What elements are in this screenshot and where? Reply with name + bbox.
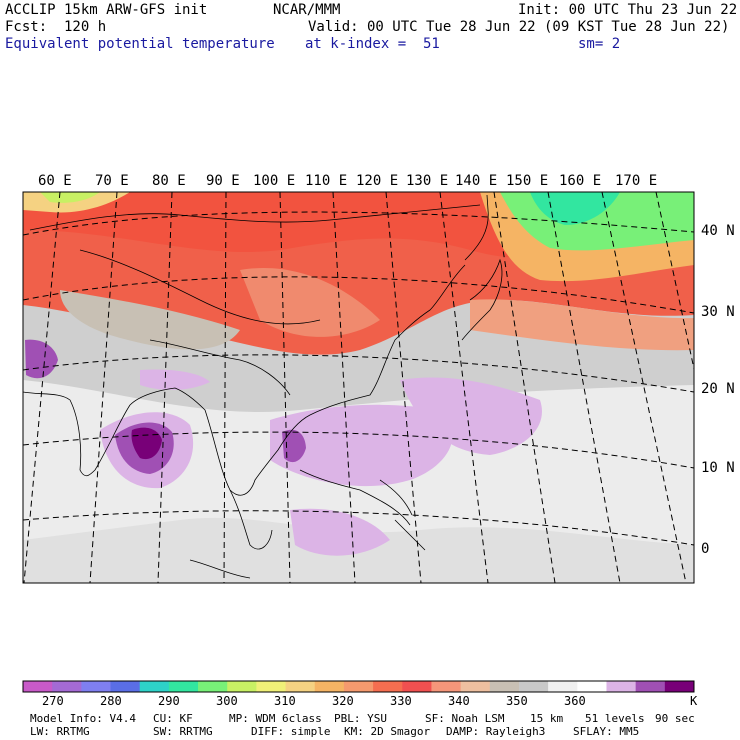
colorbar-tick-label: 350 bbox=[506, 694, 528, 708]
colorbar-cell bbox=[343, 681, 374, 692]
colorbar-cell bbox=[664, 681, 695, 692]
header-init-time: Init: 00 UTC Thu 23 Jun 22 bbox=[518, 2, 738, 18]
lat-label: 30 N bbox=[701, 304, 735, 320]
colorbar-cell bbox=[110, 681, 141, 692]
colorbar-tick-label: 300 bbox=[216, 694, 238, 708]
colorbar-cell bbox=[577, 681, 607, 692]
longitude-labels: 60 E 70 E 80 E 90 E 100 E 110 E 120 E 13… bbox=[38, 173, 657, 189]
lon-label: 120 E bbox=[356, 173, 398, 189]
colorbar-tick-label: 270 bbox=[42, 694, 64, 708]
colorbar-cell bbox=[52, 681, 82, 692]
colorbar-cell bbox=[198, 681, 228, 692]
header-model-title: ACCLIP 15km ARW-GFS init bbox=[5, 2, 208, 18]
footer-levels: 51 levels bbox=[585, 712, 645, 725]
colorbar-cell bbox=[635, 681, 666, 692]
colorbar-tick-label: 320 bbox=[332, 694, 354, 708]
colorbar-labels: 270 280 290 300 310 320 330 340 350 360 … bbox=[42, 694, 698, 708]
map-frame bbox=[22, 191, 695, 584]
colorbar-cell bbox=[23, 681, 53, 692]
colorbar-cell bbox=[256, 681, 287, 692]
lon-label: 80 E bbox=[152, 173, 186, 189]
colorbar-cell bbox=[489, 681, 520, 692]
colorbar-cell bbox=[314, 681, 345, 692]
colorbar-cell bbox=[431, 681, 462, 692]
lon-label: 150 E bbox=[506, 173, 548, 189]
footer-damping: DAMP: Rayleigh3 bbox=[446, 725, 546, 738]
lon-label: 90 E bbox=[206, 173, 240, 189]
footer-km: KM: 2D Smagor bbox=[344, 725, 431, 738]
colorbar-tick-label: 290 bbox=[158, 694, 180, 708]
colorbar-cell bbox=[606, 681, 637, 692]
header-level: at k-index = 51 bbox=[305, 36, 440, 52]
colorbar-cell bbox=[402, 681, 432, 692]
colorbar-tick-label: 310 bbox=[274, 694, 296, 708]
colorbar-cell bbox=[373, 681, 403, 692]
lon-label: 100 E bbox=[253, 173, 295, 189]
footer-microphysics: MP: WDM 6class bbox=[229, 712, 322, 725]
colorbar-cell bbox=[168, 681, 199, 692]
lon-label: 140 E bbox=[455, 173, 497, 189]
lat-label: 0 bbox=[701, 541, 709, 557]
colorbar-cell bbox=[227, 681, 257, 692]
colorbar-cell bbox=[518, 681, 549, 692]
theta-e-field bbox=[23, 192, 694, 583]
footer-cumulus: CU: KF bbox=[153, 712, 193, 725]
footer-longwave: LW: RRTMG bbox=[30, 725, 90, 738]
colorbar-cell bbox=[139, 681, 170, 692]
header-field-name: Equivalent potential temperature bbox=[5, 36, 275, 52]
header-forecast-hour: Fcst: 120 h bbox=[5, 19, 107, 35]
graticule bbox=[23, 192, 694, 583]
colorbar-unit: K bbox=[690, 694, 698, 708]
colorbar-cells bbox=[23, 681, 695, 692]
colorbar-tick-label: 280 bbox=[100, 694, 122, 708]
colorbar-cell bbox=[460, 681, 491, 692]
lat-label: 10 N bbox=[701, 460, 735, 476]
colorbar-frame bbox=[22, 680, 695, 693]
header-org: NCAR/MMM bbox=[273, 2, 341, 18]
colorbar-cell bbox=[548, 681, 578, 692]
latitude-labels: 40 N 30 N 20 N 10 N 0 bbox=[701, 223, 735, 557]
lon-label: 160 E bbox=[559, 173, 601, 189]
footer-diffusion: DIFF: simple bbox=[251, 725, 331, 738]
coastlines bbox=[23, 194, 503, 579]
colorbar-cell bbox=[81, 681, 112, 692]
footer-surface: SF: Noah LSM bbox=[425, 712, 505, 725]
footer-sflay: SFLAY: MM5 bbox=[573, 725, 640, 738]
colorbar-tick-label: 340 bbox=[448, 694, 470, 708]
lon-label: 170 E bbox=[615, 173, 657, 189]
footer-pbl: PBL: YSU bbox=[334, 712, 387, 725]
footer-model-info: Model Info: V4.4 bbox=[30, 712, 136, 725]
lat-label: 40 N bbox=[701, 223, 735, 239]
lat-label: 20 N bbox=[701, 381, 735, 397]
footer-resolution: 15 km bbox=[530, 712, 564, 725]
colorbar-tick-label: 330 bbox=[390, 694, 412, 708]
header-smoothing: sm= 2 bbox=[578, 36, 621, 52]
lon-label: 130 E bbox=[406, 173, 448, 189]
lon-label: 70 E bbox=[95, 173, 129, 189]
colorbar-cell bbox=[285, 681, 316, 692]
footer-shortwave: SW: RRTMG bbox=[153, 725, 213, 738]
footer-timestep: 90 sec bbox=[655, 712, 695, 725]
colorbar-tick-label: 360 bbox=[564, 694, 586, 708]
header-valid-time: Valid: 00 UTC Tue 28 Jun 22 (09 KST Tue … bbox=[308, 19, 730, 35]
lon-label: 60 E bbox=[38, 173, 72, 189]
lon-label: 110 E bbox=[305, 173, 347, 189]
